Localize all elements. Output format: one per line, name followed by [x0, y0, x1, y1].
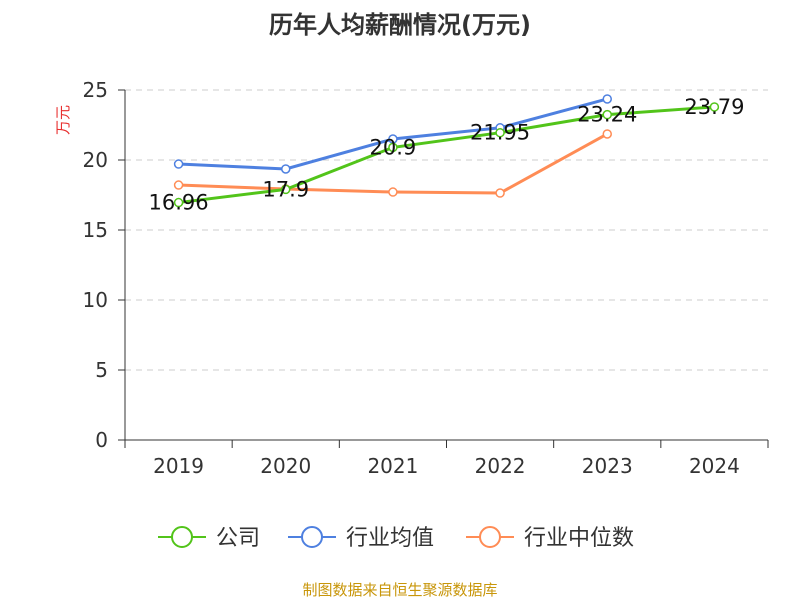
- data-point: [495, 127, 505, 138]
- x-tick-label: 2021: [367, 454, 418, 478]
- data-point: [602, 129, 612, 139]
- source-note: 制图数据来自恒生聚源数据库: [302, 581, 497, 599]
- y-tick-label: 20: [83, 148, 108, 172]
- data-point: [388, 187, 398, 197]
- legend-marker: [479, 526, 501, 548]
- x-tick-label: 2024: [689, 454, 740, 478]
- data-label: 23.24: [577, 103, 637, 127]
- data-point: [173, 180, 184, 190]
- data-label: 23.79: [684, 95, 744, 119]
- data-point: [173, 197, 184, 208]
- series-line-0: [178, 105, 715, 205]
- data-point: [173, 159, 184, 169]
- data-point: [495, 188, 505, 198]
- data-label: 16.96: [149, 191, 209, 215]
- x-tick-label: 2019: [153, 454, 204, 478]
- y-axis-label: 万元: [54, 105, 72, 135]
- data-point: [602, 109, 612, 120]
- data-label: 20.9: [370, 135, 417, 159]
- legend-label: 行业中位数: [524, 526, 634, 551]
- legend-label: 行业均值: [346, 526, 434, 551]
- data-point: [281, 184, 291, 195]
- legend-marker: [171, 526, 193, 548]
- data-point: [602, 94, 612, 104]
- x-tick-label: 2023: [582, 454, 633, 478]
- data-point: [281, 164, 291, 174]
- y-tick-label: 25: [83, 78, 108, 102]
- legend-label: 公司: [216, 526, 260, 551]
- x-tick-label: 2022: [475, 454, 526, 478]
- x-tick-label: 2020: [260, 454, 311, 478]
- y-tick-label: 5: [95, 358, 108, 382]
- data-point: [709, 102, 720, 112]
- data-label: 21.95: [470, 121, 530, 145]
- legend-marker: [301, 526, 323, 548]
- y-tick-label: 10: [83, 288, 108, 312]
- y-tick-label: 0: [95, 428, 108, 452]
- data-label: 17.9: [262, 177, 309, 201]
- chart-title: 历年人均薪酬情况(万元): [269, 11, 531, 39]
- data-point: [388, 142, 398, 153]
- y-tick-label: 15: [83, 218, 108, 242]
